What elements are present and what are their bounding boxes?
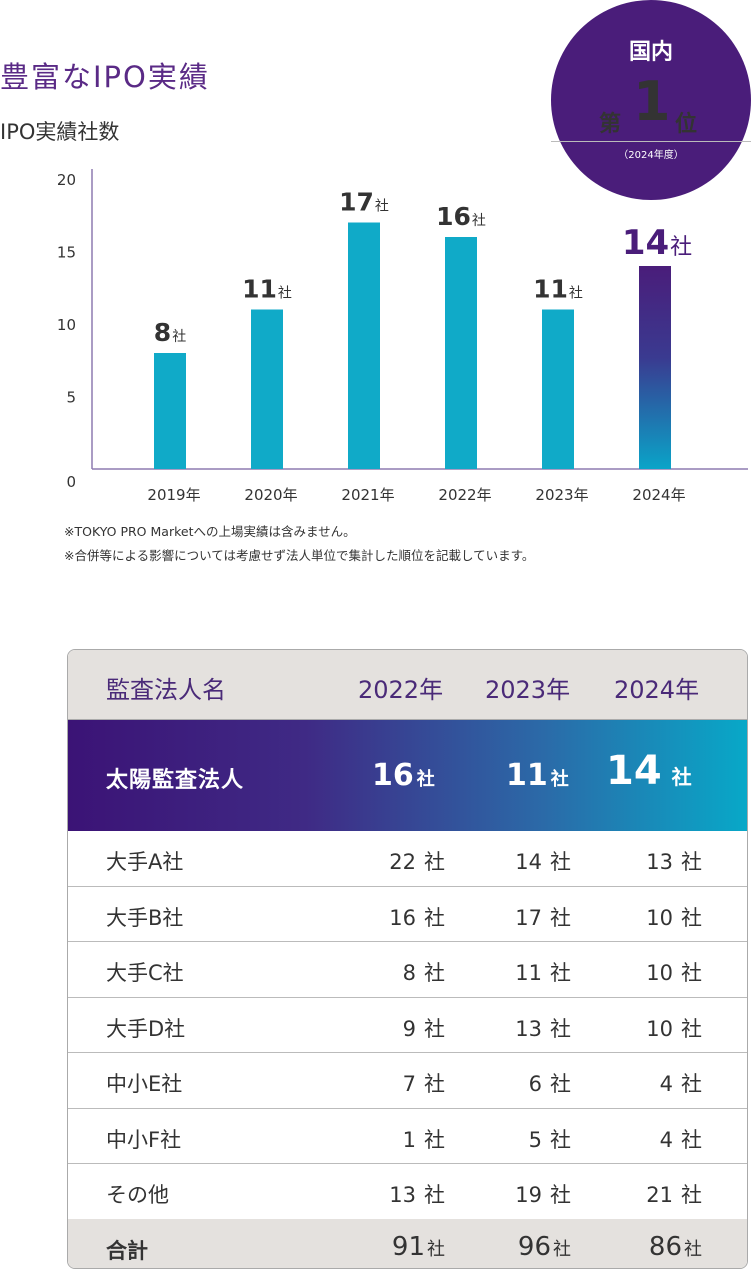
y-tick-label: 10 bbox=[57, 316, 76, 334]
row-firm-name: 中小E社 bbox=[106, 1072, 183, 1096]
table-row: 中小F社 1 社 5 社 4 社 bbox=[68, 1109, 747, 1165]
row-firm-name: その他 bbox=[106, 1183, 169, 1207]
row-value-2024: 13 社 bbox=[646, 850, 702, 874]
row-firm-name: 大手A社 bbox=[106, 850, 184, 874]
badge-rank: 1 bbox=[633, 70, 671, 133]
highlight-firm-name: 太陽監査法人 bbox=[106, 768, 245, 793]
x-tick-label: 2019年 bbox=[147, 486, 200, 504]
bar-2023年 bbox=[542, 309, 574, 469]
page-title: 豊富なIPO実績 bbox=[0, 60, 210, 94]
row-value-2023: 14 社 bbox=[515, 850, 571, 874]
bar-value-label: 8社 bbox=[154, 318, 186, 347]
header-2023: 2023年 bbox=[485, 676, 571, 704]
ranking-badge: 国内 第 1 位 （2024年度） bbox=[551, 0, 751, 200]
y-tick-label: 5 bbox=[66, 389, 76, 407]
header-2022: 2022年 bbox=[358, 676, 444, 704]
table-row: 大手C社 8 社 11 社 10 社 bbox=[68, 942, 747, 998]
chart-subtitle: IPO実績社数 bbox=[0, 120, 120, 144]
table-row: その他 13 社 19 社 21 社 bbox=[68, 1164, 747, 1220]
table-row: 大手B社 16 社 17 社 10 社 bbox=[68, 887, 747, 943]
row-value-2023: 11 社 bbox=[515, 961, 571, 985]
bar-value-label: 17社 bbox=[339, 188, 389, 217]
x-tick-label: 2022年 bbox=[438, 486, 491, 504]
badge-suffix: 位 bbox=[675, 112, 698, 137]
highlight-2024: 14 社 bbox=[606, 748, 692, 794]
table-row: 大手A社 22 社 14 社 13 社 bbox=[68, 831, 747, 887]
y-tick-label: 15 bbox=[57, 244, 76, 262]
row-value-2024: 10 社 bbox=[646, 961, 702, 985]
x-tick-label: 2023年 bbox=[535, 486, 588, 504]
highlight-2022: 16 社 bbox=[372, 758, 435, 793]
bar-2022年 bbox=[445, 237, 477, 469]
bar-2020年 bbox=[251, 309, 283, 469]
row-value-2022: 13 社 bbox=[389, 1183, 445, 1207]
bar-value-label: 16社 bbox=[436, 202, 486, 231]
bar-2019年 bbox=[154, 353, 186, 469]
table-header: 監査法人名 2022年 2023年 2024年 bbox=[68, 650, 747, 720]
bar-value-label: 11社 bbox=[242, 275, 292, 304]
badge-year: （2024年度） bbox=[618, 150, 684, 161]
row-value-2023: 19 社 bbox=[515, 1183, 571, 1207]
bar-value-label: 14社 bbox=[622, 223, 692, 263]
audit-firm-table: 監査法人名 2022年 2023年 2024年 太陽監査法人 16 社 11 社 1… bbox=[67, 649, 748, 1269]
highlight-row: 太陽監査法人 16 社 11 社 14 社 bbox=[68, 720, 747, 831]
row-firm-name: 大手B社 bbox=[106, 905, 184, 930]
chart-notes: ※TOKYO PRO Marketへの上場実績は含みません。 ※合併等による影響… bbox=[64, 520, 534, 568]
header-2024: 2024年 bbox=[614, 676, 700, 704]
row-value-2023: 13 社 bbox=[515, 1016, 571, 1041]
row-value-2022: 22 社 bbox=[389, 850, 445, 874]
y-tick-label: 20 bbox=[57, 171, 76, 189]
total-row: 合計 91 社 96 社 86 社 bbox=[68, 1219, 747, 1268]
total-2024: 86 社 bbox=[648, 1232, 702, 1262]
total-2023: 96 社 bbox=[517, 1232, 571, 1262]
badge-prefix: 第 bbox=[599, 112, 622, 137]
total-label: 合計 bbox=[106, 1239, 148, 1263]
y-tick-label: 0 bbox=[66, 473, 76, 491]
header-firm-name: 監査法人名 bbox=[106, 676, 226, 704]
row-value-2024: 10 社 bbox=[646, 1016, 702, 1041]
x-tick-label: 2024年 bbox=[632, 486, 685, 504]
row-firm-name: 大手C社 bbox=[106, 961, 184, 985]
note-1: ※TOKYO PRO Marketへの上場実績は含みません。 bbox=[64, 524, 356, 539]
row-firm-name: 大手D社 bbox=[106, 1016, 186, 1041]
row-value-2024: 10 社 bbox=[646, 905, 702, 930]
row-value-2023: 17 社 bbox=[515, 905, 571, 930]
highlight-2023: 11 社 bbox=[506, 758, 569, 793]
x-tick-label: 2020年 bbox=[244, 486, 297, 504]
row-value-2024: 21 社 bbox=[646, 1183, 702, 1207]
bar-2024年 bbox=[639, 266, 671, 469]
ipo-bar-chart: 0 5 10 15 20 8社 2019年 11社 2020年 17社 2021年 16社 2022年 1… bbox=[57, 169, 748, 504]
row-value-2022: 16 社 bbox=[389, 905, 445, 930]
note-2: ※合併等による影響については考慮せず法人単位で集計した順位を記載しています。 bbox=[64, 548, 535, 563]
badge-line1: 国内 bbox=[628, 40, 673, 65]
row-firm-name: 中小F社 bbox=[106, 1127, 182, 1152]
table-row: 大手D社 9 社 13 社 10 社 bbox=[68, 998, 747, 1054]
bar-2021年 bbox=[348, 222, 380, 469]
bar-value-label: 11社 bbox=[533, 275, 583, 304]
total-2022: 91 社 bbox=[391, 1232, 445, 1262]
x-tick-label: 2021年 bbox=[341, 486, 394, 504]
table-row: 中小E社 7 社 6 社 4 社 bbox=[68, 1053, 747, 1109]
